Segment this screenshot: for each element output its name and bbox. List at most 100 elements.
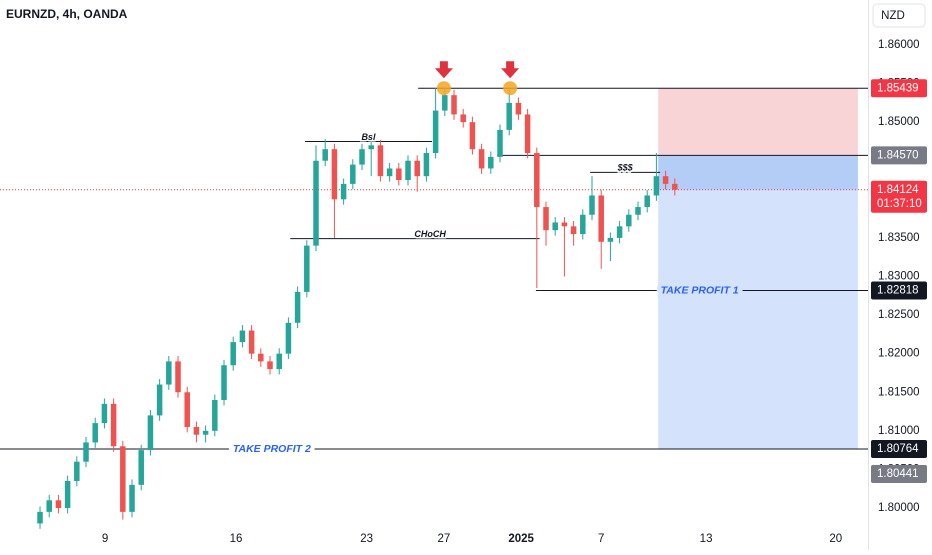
candle-body [386,168,393,177]
candle-body [543,207,549,231]
candle-body [340,183,347,200]
price-label-bg [871,440,927,459]
high-marker [503,81,518,96]
candle-body [64,480,71,509]
candle-body [534,153,540,208]
candle-body [202,430,209,435]
candle-body [166,361,172,385]
candle-body [83,442,89,462]
y-tick-label: 1.81500 [878,386,920,398]
candle-body [561,222,568,227]
candle-body [258,353,264,362]
price-label: 1.82818 [877,285,919,297]
candle-body [313,160,319,246]
chart-title: EURNZD, 4h, OANDA [6,7,128,21]
candle-body [515,102,522,115]
down-arrow [434,61,453,79]
candle-body [580,214,586,235]
candle-body [147,415,154,451]
candle-body [414,160,420,177]
y-tick-label: 1.86000 [878,39,920,51]
y-tick-label: 1.85000 [878,116,920,128]
candle-body [138,450,144,485]
candle-body [285,322,292,354]
price-label-bg [871,146,927,165]
currency-button[interactable]: NZD [881,10,905,22]
target-zone [658,155,858,450]
target-label: TAKE PROFIT 1 [661,284,739,296]
candle-body [616,226,623,238]
candle-body [267,361,273,370]
candle-body [304,245,310,292]
candle-body [635,207,641,215]
candle-body [120,446,126,512]
structure-label: $$$ [617,163,634,173]
candle-body [442,95,448,111]
candle-body [175,361,181,393]
x-tick-label: 20 [829,533,842,545]
candle-body [478,149,485,169]
candle-body [230,342,236,366]
candle-body [221,365,227,400]
candle-body [524,114,531,154]
currency-button-frame [872,3,926,28]
candle-body [322,149,328,161]
y-tick-label: 1.82500 [878,309,920,321]
candle-body [377,145,384,177]
y-tick-label: 1.82000 [878,348,920,360]
candle-body [607,237,614,242]
x-tick-label: 7 [598,533,604,545]
candle-body [552,222,558,231]
candle-body [212,399,218,431]
candle-body [101,403,108,424]
candle-body [129,484,135,512]
price-label: 1.84570 [877,149,919,161]
countdown-label: 01:37:10 [877,198,922,210]
candle-body [432,110,439,154]
candle-body [331,149,338,200]
candle-body [368,145,374,150]
price-label: 1.80764 [877,443,919,455]
high-marker [436,81,451,96]
price-label-bg [871,464,927,483]
price-label: 1.80441 [877,468,919,480]
price-label-bg [871,281,927,300]
x-tick-label: 27 [437,533,450,545]
candle-body [46,500,52,512]
target-label: TAKE PROFIT 2 [233,443,311,455]
candle-body [405,160,411,181]
price-label: 1.85439 [877,82,919,94]
candle-body [239,330,246,343]
candle-body [248,330,255,354]
x-tick-label: 23 [360,533,373,545]
stop-zone [658,88,858,156]
candle-body [653,176,660,196]
candle-body [506,102,512,130]
candle-body [359,149,365,165]
x-tick-label: 16 [230,533,243,545]
candle-body [294,291,301,323]
candle-body [662,176,669,184]
candle-body [626,214,632,227]
price-label-bg [871,180,927,213]
structure-label: Bsl [361,132,376,142]
candle-body [184,392,190,427]
candle-body [598,195,604,242]
x-tick-label: 2025 [508,533,534,545]
candle-body [74,461,80,481]
candle-body [396,168,402,181]
candle-body [469,122,476,150]
price-label-bg [871,79,927,98]
candle-body [570,226,577,235]
candle-body [460,114,466,123]
y-tick-label: 1.80000 [878,502,920,514]
candle-body [589,195,595,215]
price-label: 1.84124 [877,184,919,196]
candle-body [644,195,650,208]
y-tick-label: 1.81000 [878,425,920,437]
candle-body [156,384,163,416]
open-pnl-zone [658,155,858,190]
